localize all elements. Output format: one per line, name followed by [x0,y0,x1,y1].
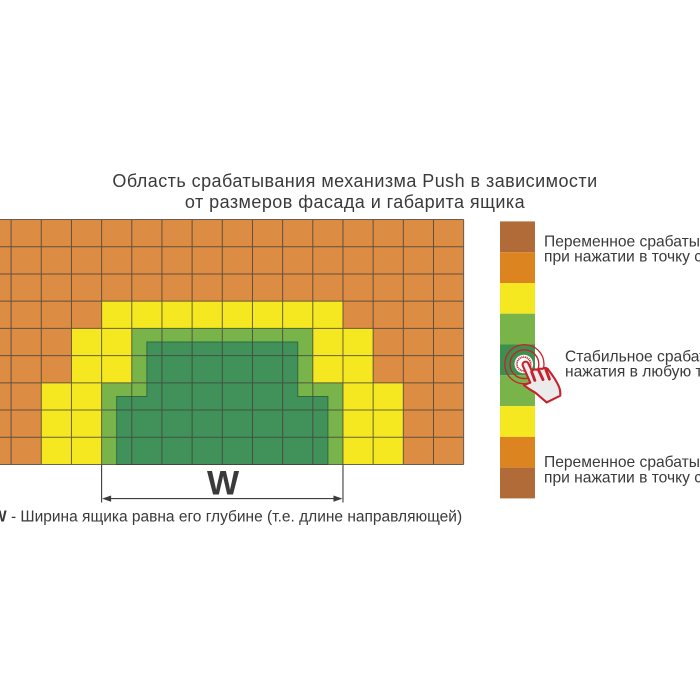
svg-text:W: W [207,465,240,503]
svg-text:W - Ширина ящика равна его глу: W - Ширина ящика равна его глубине (т.е.… [0,508,462,525]
svg-text:Переменное срабатывание: Переменное срабатывание [544,234,700,251]
svg-text:нажатия в любую точку: нажатия в любую точку [565,364,700,381]
svg-text:при нажатии в точку с фасада: при нажатии в точку с фасада [544,470,700,487]
svg-text:Стабильное срабатывание: Стабильное срабатывание [565,349,700,366]
svg-text:от размеров фасада и габарита: от размеров фасада и габарита ящика [185,192,526,212]
svg-text:Переменное срабатывание: Переменное срабатывание [544,454,700,471]
svg-text:при нажатии в точку с фасада: при нажатии в точку с фасада [544,249,700,266]
svg-text:Область срабатывания механизма: Область срабатывания механизма Push в за… [112,171,597,191]
